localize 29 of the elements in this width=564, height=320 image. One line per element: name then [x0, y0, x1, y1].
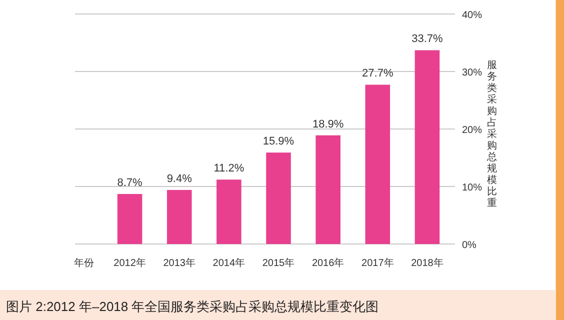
y-tick-label: 10%	[462, 182, 482, 194]
bar	[365, 84, 390, 244]
data-label: 33.7%	[412, 33, 444, 46]
data-label: 9.4%	[166, 172, 192, 185]
bar	[414, 50, 440, 244]
bar	[216, 180, 242, 244]
x-tick-label: 2015年	[262, 257, 295, 269]
data-label: 11.2%	[214, 162, 244, 175]
data-label: 27.7%	[362, 68, 394, 80]
text: 服务类采购占采购总规模比重	[487, 60, 497, 209]
y-tick-label: 40%	[462, 10, 482, 21]
text: 图片 2:2012 年–2018 年全国服务类采购占采购总规模比重变化图	[6, 299, 379, 314]
y-tick-label: 30%	[462, 68, 482, 78]
x-tick-label: 2013年	[163, 257, 196, 269]
bar	[266, 152, 291, 244]
x-tick-label: 2014年	[212, 257, 246, 269]
data-label: 15.9%	[262, 136, 294, 148]
x-tick-label: 2017年	[362, 257, 394, 269]
x-tick-label: 2012年	[114, 257, 146, 269]
bar	[117, 194, 142, 244]
x-axis-title: 年份	[74, 257, 94, 269]
data-label: 18.9%	[312, 118, 344, 130]
x-tick-label: 2018年	[411, 257, 444, 269]
data-label: 8.7%	[117, 176, 143, 189]
y-tick-label: 20%	[462, 125, 482, 136]
bar	[166, 190, 192, 244]
y-tick-label: 0%	[462, 240, 477, 251]
x-tick-label: 2016年	[312, 257, 344, 269]
bar	[316, 135, 340, 244]
